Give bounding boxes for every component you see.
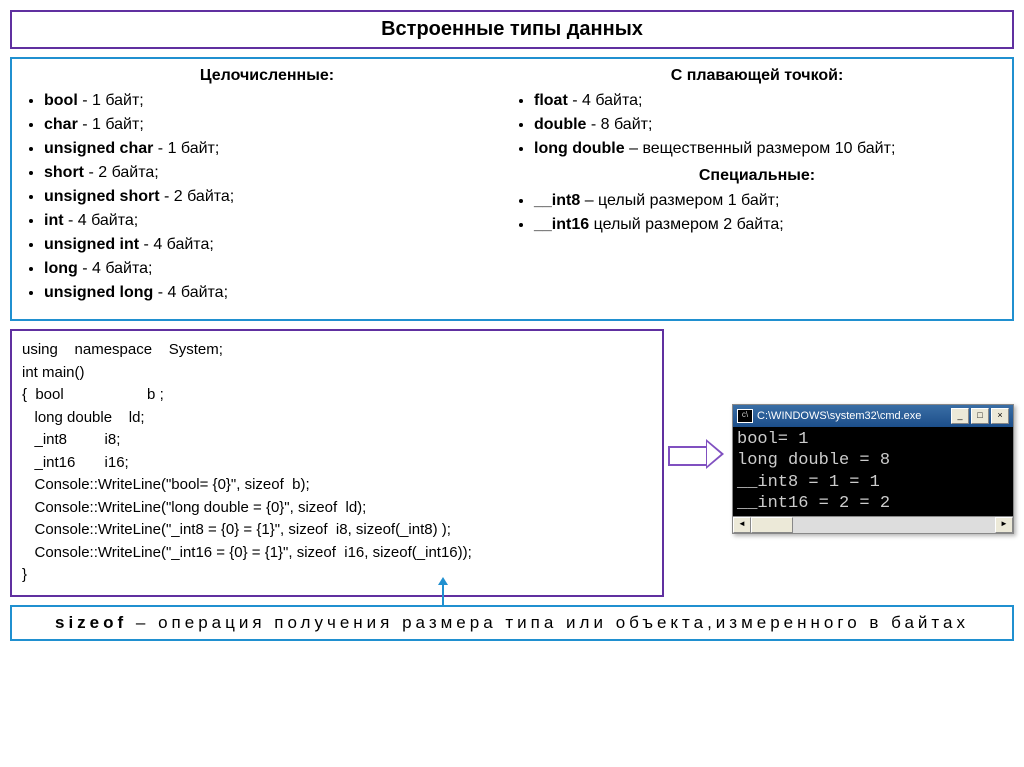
type-desc: - 4 байта;: [78, 260, 153, 277]
type-desc: – целый размером 1 байт;: [580, 192, 779, 209]
list-item: __int8 – целый размером 1 байт;: [534, 189, 1002, 213]
scroll-left-button[interactable]: ◄: [733, 517, 751, 533]
type-desc: - 4 байта;: [153, 284, 228, 301]
console-output: bool= 1 long double = 8 __int8 = 1 = 1 _…: [733, 427, 1013, 516]
type-desc: - 2 байта;: [160, 188, 235, 205]
list-item: unsigned long - 4 байта;: [44, 281, 512, 305]
scroll-right-button[interactable]: ►: [995, 517, 1013, 533]
type-desc: - 1 байт;: [78, 116, 144, 133]
type-desc: - 4 байта;: [64, 212, 139, 229]
list-item: double - 8 байт;: [534, 113, 1002, 137]
list-item: int - 4 байта;: [44, 209, 512, 233]
list-item: long double – вещественный размером 10 б…: [534, 137, 1002, 161]
type-desc: - 1 байт;: [78, 92, 144, 109]
list-item: char - 1 байт;: [44, 113, 512, 137]
type-name: unsigned long: [44, 284, 153, 301]
integer-list: bool - 1 байт;char - 1 байт;unsigned cha…: [22, 89, 512, 305]
list-item: unsigned short - 2 байта;: [44, 185, 512, 209]
maximize-button[interactable]: □: [971, 408, 989, 424]
integer-column: Целочисленные: bool - 1 байт;char - 1 ба…: [22, 67, 512, 311]
list-item: __int16 целый размером 2 байта;: [534, 213, 1002, 237]
floating-list: float - 4 байта;double - 8 байт;long dou…: [512, 89, 1002, 161]
type-name: long double: [534, 140, 625, 157]
console-titlebar: c\ C:\WINDOWS\system32\cmd.exe _ □ ×: [733, 405, 1013, 427]
minimize-button[interactable]: _: [951, 408, 969, 424]
code-box: using namespace System; int main() { boo…: [10, 329, 664, 597]
type-desc: - 8 байт;: [586, 116, 652, 133]
footer-text: – операция получения размера типа или об…: [127, 613, 969, 632]
floating-heading: С плавающей точкой:: [512, 67, 1002, 85]
list-item: unsigned int - 4 байта;: [44, 233, 512, 257]
list-item: float - 4 байта;: [534, 89, 1002, 113]
up-arrow-icon: [442, 583, 444, 605]
type-desc: целый размером 2 байта;: [589, 216, 784, 233]
special-heading: Специальные:: [512, 167, 1002, 185]
scroll-track[interactable]: [751, 517, 995, 533]
type-desc: - 1 байт;: [153, 140, 219, 157]
type-name: long: [44, 260, 78, 277]
type-desc: - 2 байта;: [84, 164, 159, 181]
footer-box: sizeof – операция получения размера типа…: [10, 605, 1014, 641]
code-row: using namespace System; int main() { boo…: [10, 329, 1014, 597]
type-name: unsigned int: [44, 236, 139, 253]
types-box: Целочисленные: bool - 1 байт;char - 1 ба…: [10, 57, 1014, 321]
type-desc: - 4 байта;: [139, 236, 214, 253]
type-name: char: [44, 116, 78, 133]
right-column: С плавающей точкой: float - 4 байта;doub…: [512, 67, 1002, 311]
type-desc: - 4 байта;: [568, 92, 643, 109]
close-button[interactable]: ×: [991, 408, 1009, 424]
type-name: __int8: [534, 192, 580, 209]
list-item: short - 2 байта;: [44, 161, 512, 185]
cmd-icon: c\: [737, 409, 753, 423]
footer-bold: sizeof: [55, 613, 127, 632]
type-name: unsigned short: [44, 188, 160, 205]
type-name: bool: [44, 92, 78, 109]
title-box: Встроенные типы данных: [10, 10, 1014, 49]
list-item: bool - 1 байт;: [44, 89, 512, 113]
arrow-column: [664, 329, 732, 469]
console-title: C:\WINDOWS\system32\cmd.exe: [757, 410, 951, 422]
type-name: unsigned char: [44, 140, 153, 157]
list-item: unsigned char - 1 байт;: [44, 137, 512, 161]
right-arrow-icon: [668, 439, 728, 469]
type-name: short: [44, 164, 84, 181]
console-column: c\ C:\WINDOWS\system32\cmd.exe _ □ × boo…: [732, 329, 1014, 534]
type-name: float: [534, 92, 568, 109]
type-desc: – вещественный размером 10 байт;: [625, 140, 896, 157]
console-window: c\ C:\WINDOWS\system32\cmd.exe _ □ × boo…: [732, 404, 1014, 534]
type-name: double: [534, 116, 586, 133]
page-title: Встроенные типы данных: [12, 18, 1012, 41]
integer-heading: Целочисленные:: [22, 67, 512, 85]
list-item: long - 4 байта;: [44, 257, 512, 281]
type-name: __int16: [534, 216, 589, 233]
type-name: int: [44, 212, 64, 229]
special-list: __int8 – целый размером 1 байт;__int16 ц…: [512, 189, 1002, 237]
scroll-thumb[interactable]: [751, 517, 793, 533]
window-buttons: _ □ ×: [951, 408, 1009, 424]
horizontal-scrollbar[interactable]: ◄ ►: [733, 516, 1013, 533]
